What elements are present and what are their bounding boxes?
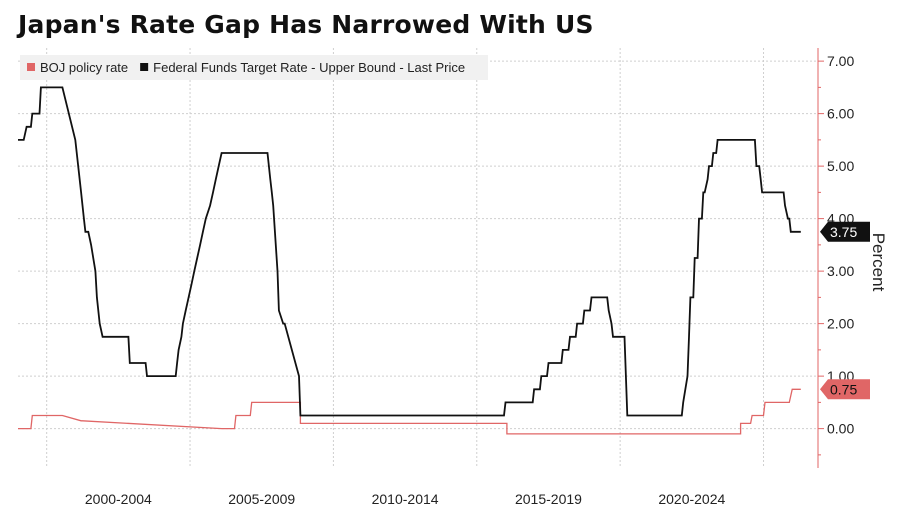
last-price-label: 0.75 [830,381,857,397]
y-tick-label: 5.00 [827,158,854,174]
fed-funds-rate-line [18,86,801,417]
x-tick-label: 2010-2014 [372,491,439,507]
y-tick-label: 2.00 [827,316,854,332]
grid [18,48,818,468]
last-price-badges: 0.75 3.75 [820,221,870,400]
last-price-label: 3.75 [830,224,857,240]
x-tick-label: 2005-2009 [228,491,295,507]
y-tick-label: 7.00 [827,53,854,69]
y-tick-label: 6.00 [827,106,854,122]
x-tick-label: 2000-2004 [85,491,152,507]
boj-policy-rate-line [18,388,801,435]
y-axis: 0.001.002.003.004.005.006.007.00 [817,48,854,468]
x-tick-label: 2015-2019 [515,491,582,507]
legend-entry: BOJ policy rate [40,60,128,75]
legend-box [20,55,488,80]
legend: BOJ policy rate Federal Funds Target Rate… [20,55,488,80]
legend-swatch [27,63,35,71]
legend-swatch [140,63,149,71]
x-axis: 2000-2004 2005-2009 2010-2014 2015-2019 2020… [85,491,726,507]
y-tick-label: 0.00 [827,421,854,437]
series-lines [18,86,801,435]
y-axis-label: Percent [869,233,888,292]
chart-title: Japan's Rate Gap Has Narrowed With US [18,10,594,39]
fed-last-price-badge [820,221,870,242]
x-tick-label: 2020-2024 [658,491,725,507]
legend-entry: Federal Funds Target Rate - Upper Bound … [153,60,465,75]
y-tick-label: 3.00 [827,263,854,279]
boj-last-price-badge [820,379,870,400]
